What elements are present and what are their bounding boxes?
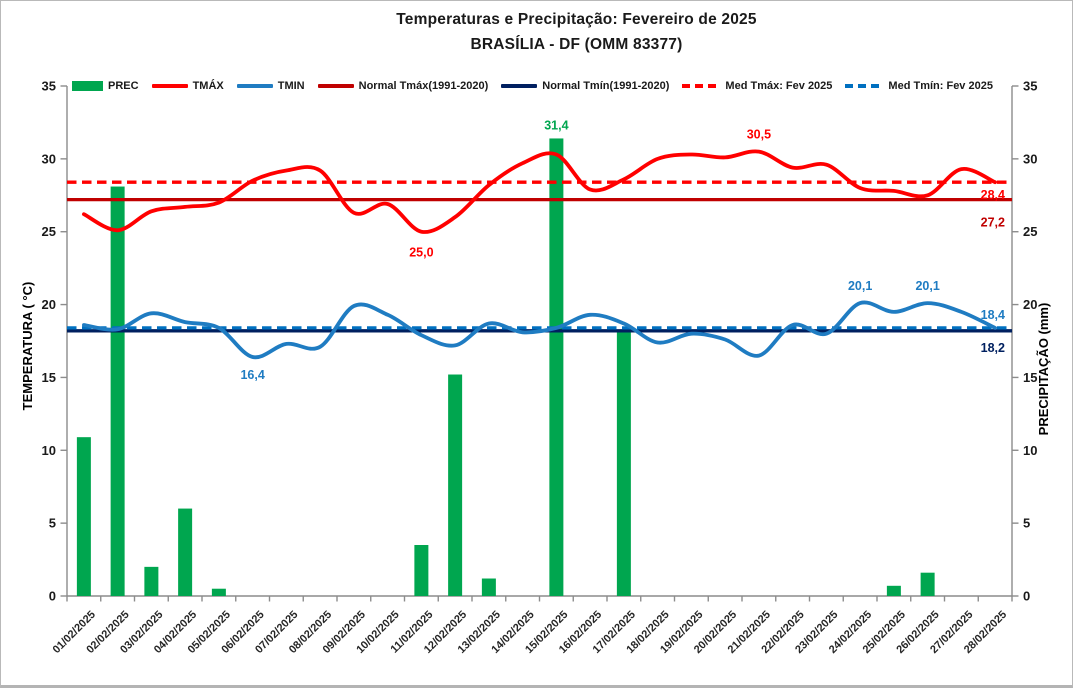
left-ytick-label: 5 — [49, 516, 56, 531]
left-ytick-label: 30 — [42, 151, 56, 166]
prec-bar-17/02/2025 — [616, 330, 631, 596]
left-ytick-label: 25 — [42, 224, 56, 239]
prec-bar-02/02/2025 — [110, 186, 125, 597]
legend-label-tmax: TMÁX — [192, 80, 224, 92]
chart-title-line2: BRASÍLIA - DF (OMM 83377) — [470, 36, 683, 53]
right-ytick-label: 5 — [1023, 516, 1030, 531]
legend-label-med-tmin-fev-2025: Med Tmín: Fev 2025 — [888, 80, 993, 92]
chart-title: Temperaturas e Precipitação: Fevereiro d… — [91, 7, 1062, 57]
prec-bar-03/02/2025 — [144, 566, 159, 596]
prec-bar-25/02/2025 — [886, 585, 901, 596]
annotation-20-1-5: 20,1 — [915, 279, 939, 293]
prec-bar-26/02/2025 — [920, 572, 935, 596]
prec-bar-05/02/2025 — [211, 588, 226, 596]
right-ytick-label: 30 — [1023, 151, 1037, 166]
legend-swatch-med-tmin-fev-2025 — [845, 84, 884, 88]
prec-bar-01/02/2025 — [76, 437, 91, 596]
right-ytick-label: 25 — [1023, 224, 1037, 239]
legend: PREC TMÁX TMIN Normal Tmáx(1991-2020) Normal… — [72, 78, 993, 94]
right-axis-title: PRECIPITAÇÃO (mm) — [1036, 303, 1051, 436]
legend-swatch-tmax — [151, 84, 188, 88]
legend-swatch-normal-tmin-1991-2020 — [501, 84, 538, 88]
left-ytick-label: 20 — [42, 297, 56, 312]
left-ytick-label: 0 — [49, 589, 56, 604]
annotation-18-2-9: 18,2 — [981, 341, 1005, 355]
right-ytick-label: 10 — [1023, 443, 1037, 458]
legend-label-normal-tmin-1991-2020: Normal Tmín(1991-2020) — [542, 80, 670, 92]
prec-bar-04/02/2025 — [178, 508, 193, 596]
legend-item-med-tmin-fev-2025: Med Tmín: Fev 2025 — [845, 80, 993, 92]
tmax-line — [82, 149, 997, 234]
legend-item-normal-tmax-1991-2020: Normal Tmáx(1991-2020) — [317, 80, 489, 92]
legend-swatch-normal-tmax-1991-2020 — [317, 84, 354, 88]
prec-bar-13/02/2025 — [481, 578, 496, 596]
annotation-28-4-6: 28,4 — [981, 188, 1005, 202]
annotation-18-4-8: 18,4 — [981, 308, 1005, 322]
legend-label-med-tmax-fev-2025: Med Tmáx: Fev 2025 — [725, 80, 833, 92]
prec-bar-15/02/2025 — [549, 138, 564, 596]
annotation-30-5-2: 30,5 — [747, 128, 771, 142]
annotation-25-0-1: 25,0 — [409, 246, 433, 260]
left-ytick-label: 10 — [42, 443, 56, 458]
annotation-27-2-7: 27,2 — [981, 216, 1005, 230]
annotation-16-4-3: 16,4 — [240, 368, 264, 382]
tmin-line — [82, 300, 997, 360]
prec-bar-11/02/2025 — [414, 545, 429, 596]
annotation-20-1-4: 20,1 — [848, 279, 872, 293]
left-axis-title: TEMPERATURA ( °C) — [20, 282, 35, 411]
legend-swatch-prec — [72, 81, 103, 91]
left-ytick-label: 35 — [42, 79, 56, 94]
legend-item-tmax: TMÁX — [151, 80, 224, 92]
legend-swatch-tmin — [236, 84, 273, 88]
legend-label-normal-tmax-1991-2020: Normal Tmáx(1991-2020) — [358, 80, 489, 92]
legend-item-prec: PREC — [72, 80, 139, 92]
legend-label-prec: PREC — [108, 80, 139, 92]
prec-bar-12/02/2025 — [448, 374, 463, 596]
legend-item-tmin: TMIN — [236, 80, 305, 92]
legend-item-normal-tmin-1991-2020: Normal Tmín(1991-2020) — [501, 80, 669, 92]
left-ytick-label: 15 — [42, 370, 56, 385]
right-ytick-label: 15 — [1023, 370, 1037, 385]
legend-label-tmin: TMIN — [277, 80, 305, 92]
right-ytick-label: 20 — [1023, 297, 1037, 312]
right-ytick-label: 0 — [1023, 589, 1030, 604]
legend-item-med-tmax-fev-2025: Med Tmáx: Fev 2025 — [682, 80, 832, 92]
legend-swatch-med-tmax-fev-2025 — [682, 84, 721, 88]
annotation-31-4-0: 31,4 — [544, 118, 568, 132]
right-ytick-label: 35 — [1023, 79, 1037, 94]
chart-title-line1: Temperaturas e Precipitação: Fevereiro d… — [396, 11, 757, 28]
